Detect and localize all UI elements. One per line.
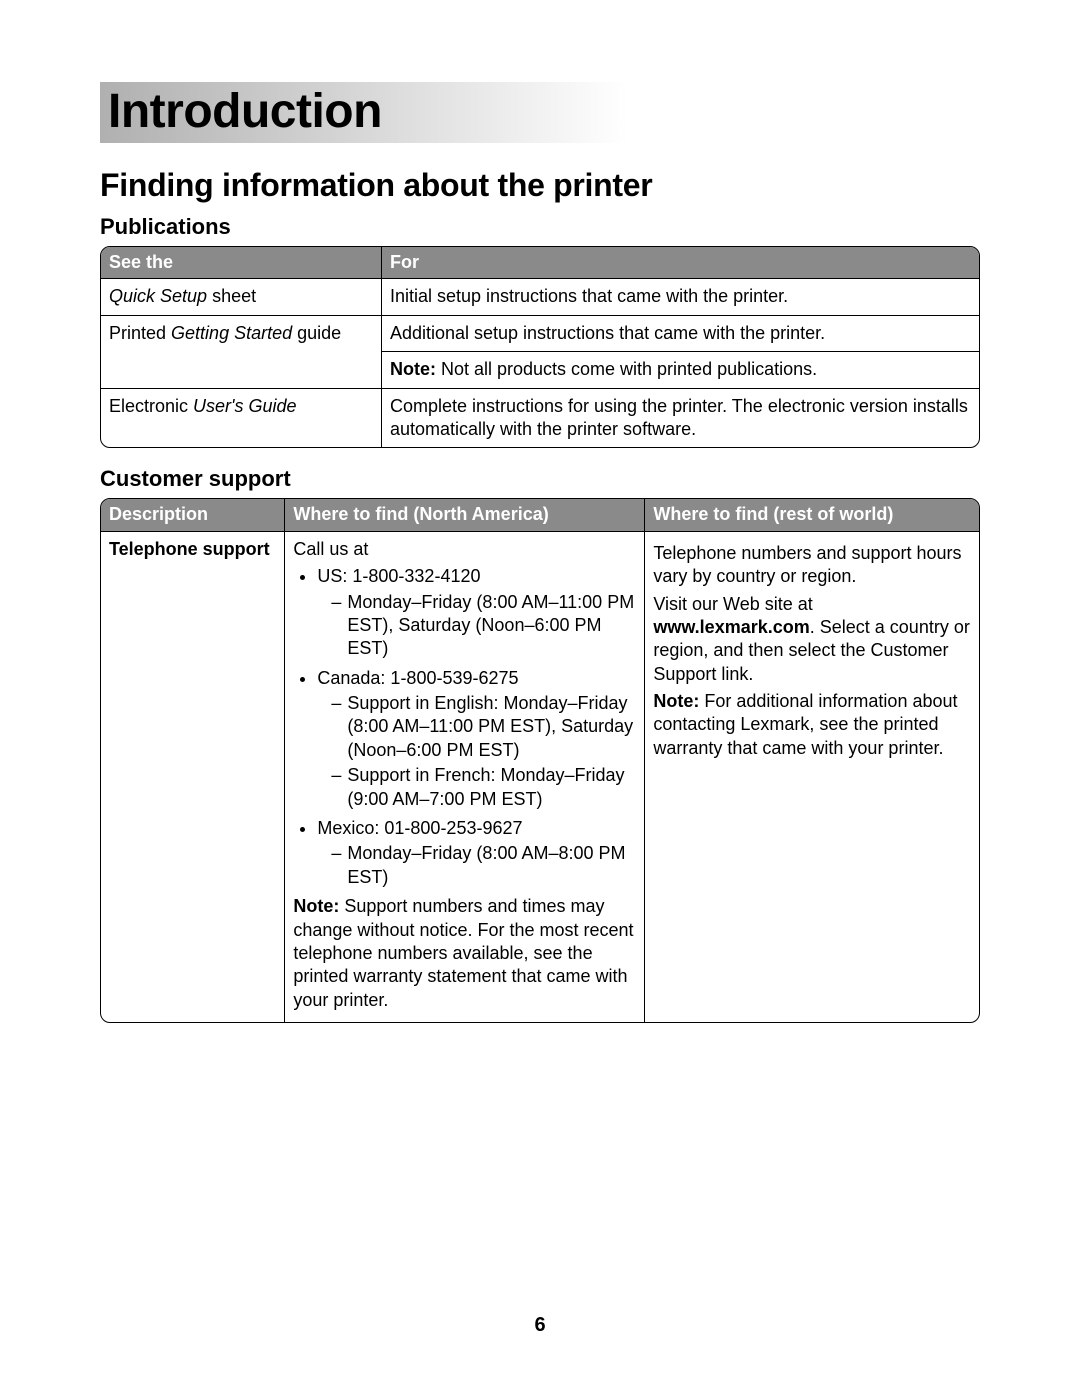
table-header-row: See the For	[101, 247, 979, 278]
paragraph: Telephone numbers and support hours vary…	[653, 542, 971, 589]
support-desc-cell: Telephone support	[101, 531, 285, 1022]
text: Visit our Web site at	[653, 594, 812, 614]
pub-cell-for: Initial setup instructions that came wit…	[382, 278, 979, 314]
note-text: Not all products come with printed publi…	[441, 359, 817, 379]
table-row: Telephone support Call us at US: 1-800-3…	[101, 531, 979, 1022]
note-text: Support numbers and times may change wit…	[293, 896, 633, 1010]
list-item: Monday–Friday (8:00 AM–8:00 PM EST)	[331, 842, 636, 889]
table-row: Quick Setup sheet Initial setup instruct…	[101, 278, 979, 314]
note-paragraph: Note: For additional information about c…	[653, 690, 971, 760]
pub-cell-for: Complete instructions for using the prin…	[382, 388, 979, 448]
pub-header-for: For	[382, 247, 979, 278]
support-table: Description Where to find (North America…	[100, 498, 980, 1023]
chapter-title: Introduction	[100, 82, 980, 143]
hours-list: Monday–Friday (8:00 AM–8:00 PM EST)	[331, 842, 636, 889]
section-title: Finding information about the printer	[100, 167, 980, 204]
text: Printed	[109, 323, 171, 343]
list-item: Monday–Friday (8:00 AM–11:00 PM EST), Sa…	[331, 591, 636, 661]
website-url: www.lexmark.com	[653, 617, 809, 637]
hours-list: Monday–Friday (8:00 AM–11:00 PM EST), Sa…	[331, 591, 636, 661]
us-phone: US: 1-800-332-4120	[317, 566, 480, 586]
list-item: US: 1-800-332-4120 Monday–Friday (8:00 A…	[317, 565, 636, 661]
page-number: 6	[0, 1314, 1080, 1337]
publications-table: See the For Quick Setup sheet Initial se…	[100, 246, 980, 448]
note-label: Note:	[390, 359, 441, 379]
publications-heading: Publications	[100, 214, 980, 240]
support-na-cell: Call us at US: 1-800-332-4120 Monday–Fri…	[285, 531, 645, 1022]
paragraph: Visit our Web site at www.lexmark.com. S…	[653, 593, 971, 687]
support-heading: Customer support	[100, 466, 980, 492]
pub-header-see: See the	[101, 247, 382, 278]
phone-list: US: 1-800-332-4120 Monday–Friday (8:00 A…	[317, 565, 636, 889]
text: Electronic	[109, 396, 193, 416]
note-paragraph: Note: Support numbers and times may chan…	[293, 895, 636, 1012]
pub-cell-see: Quick Setup sheet	[101, 278, 382, 314]
pub-cell-see: Electronic User's Guide	[101, 388, 382, 448]
list-item: Canada: 1-800-539-6275 Support in Englis…	[317, 667, 636, 811]
list-item: Mexico: 01-800-253-9627 Monday–Friday (8…	[317, 817, 636, 889]
text: guide	[292, 323, 341, 343]
ca-phone: Canada: 1-800-539-6275	[317, 668, 518, 688]
telephone-support-label: Telephone support	[109, 539, 270, 559]
hours-list: Support in English: Monday–Friday (8:00 …	[331, 692, 636, 811]
italic-text: User's Guide	[193, 396, 296, 416]
italic-text: Getting Started	[171, 323, 292, 343]
support-header-desc: Description	[101, 499, 285, 530]
mx-phone: Mexico: 01-800-253-9627	[317, 818, 522, 838]
support-row-cell: Telephone numbers and support hours vary…	[645, 531, 979, 1022]
note-label: Note:	[653, 691, 704, 711]
support-header-row: Where to find (rest of world)	[645, 499, 979, 530]
table-header-row: Description Where to find (North America…	[101, 499, 979, 530]
italic-text: Quick Setup	[109, 286, 207, 306]
note-label: Note:	[293, 896, 344, 916]
document-page: Introduction Finding information about t…	[0, 0, 1080, 1397]
pub-cell-for: Additional setup instructions that came …	[382, 315, 979, 351]
text: sheet	[207, 286, 256, 306]
pub-cell-see: Printed Getting Started guide	[101, 315, 382, 388]
list-item: Support in French: Monday–Friday (9:00 A…	[331, 764, 636, 811]
table-row: Electronic User's Guide Complete instruc…	[101, 388, 979, 448]
pub-cell-note: Note: Not all products come with printed…	[382, 351, 979, 387]
list-item: Support in English: Monday–Friday (8:00 …	[331, 692, 636, 762]
support-header-na: Where to find (North America)	[285, 499, 645, 530]
lead-text: Call us at	[293, 538, 636, 561]
table-row: Printed Getting Started guide Additional…	[101, 315, 979, 351]
